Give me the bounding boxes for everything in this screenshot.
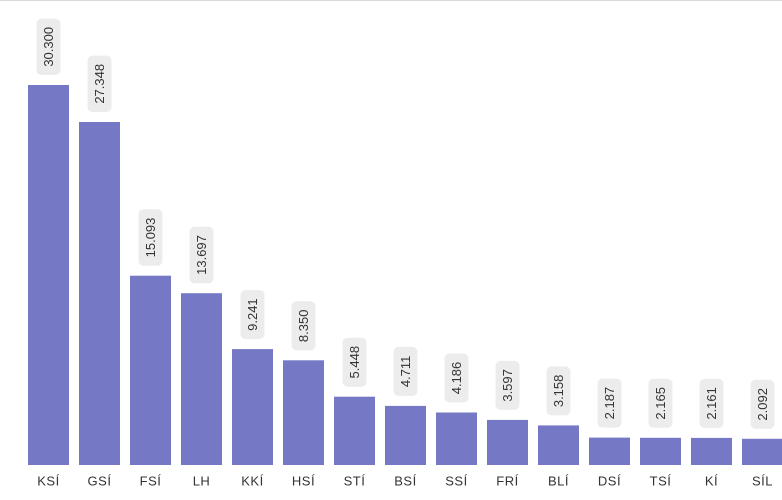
bar-tsí (640, 437, 681, 465)
data-label-background (648, 378, 673, 428)
data-labels-group: 30.300 27.348 15.093 13.697 9.241 8.350 5.448 4… (36, 18, 775, 429)
data-label-background (393, 346, 418, 396)
x-tick-label: KKÍ (241, 474, 263, 489)
data-label: 5.448 (347, 346, 362, 379)
bar-gsí (79, 122, 120, 465)
data-label-background (36, 18, 61, 76)
x-tick-label: TSÍ (650, 474, 672, 489)
data-label-background (444, 353, 469, 403)
data-label: 4.711 (398, 356, 413, 388)
data-label: 2.187 (602, 387, 617, 420)
bar-bsí (385, 405, 426, 465)
data-label: 9.241 (245, 298, 260, 331)
data-label: 2.092 (755, 388, 770, 421)
bar-kkí (232, 349, 273, 465)
bars-group (28, 85, 782, 465)
data-label: 30.300 (41, 27, 56, 67)
data-label-background (189, 226, 214, 284)
data-label-background (138, 209, 163, 266)
data-label: 27.348 (92, 64, 107, 104)
x-tick-label: FRÍ (496, 474, 518, 489)
data-label: 2.161 (704, 387, 719, 420)
x-tick-label: SSÍ (445, 474, 467, 489)
data-label-background (87, 55, 112, 112)
data-label-background (342, 337, 367, 387)
bar-hsí (283, 360, 324, 465)
x-tick-label: DSÍ (598, 474, 621, 489)
bar-kí (691, 437, 732, 465)
data-label: 8.350 (296, 310, 311, 343)
data-label-background (546, 366, 571, 416)
x-tick-label: LH (193, 474, 211, 489)
x-tick-label: GSÍ (88, 474, 112, 489)
data-label: 15.093 (143, 218, 158, 258)
data-label-background (495, 360, 520, 410)
x-tick-label: KSÍ (37, 474, 59, 489)
data-label: 3.597 (500, 369, 515, 402)
bar-ssí (436, 412, 477, 465)
bar-síl (742, 438, 782, 465)
data-label-background (750, 379, 775, 429)
x-tick-label: BSÍ (394, 474, 416, 489)
bar-frí (487, 419, 528, 465)
data-label: 3.158 (551, 375, 566, 408)
data-label-background (291, 301, 316, 351)
x-tick-label: KÍ (705, 474, 718, 489)
bar-dsí (589, 437, 630, 465)
x-tick-label: HSÍ (292, 474, 315, 489)
x-tick-label: FSÍ (140, 474, 162, 489)
bar-stí (334, 396, 375, 465)
data-label-background (699, 378, 724, 428)
data-label: 13.697 (194, 235, 209, 275)
x-tick-label: STÍ (344, 474, 366, 489)
data-label-background (597, 378, 622, 428)
data-label: 4.186 (449, 362, 464, 395)
bar-ksí (28, 85, 69, 465)
x-tick-label: BLÍ (548, 474, 569, 489)
bar-blí (538, 425, 579, 465)
data-label-background (240, 290, 265, 340)
x-tick-label: SÍL (752, 474, 773, 489)
x-axis-tick-labels: KSÍ GSÍ FSÍ LH KKÍ HSÍ STÍ BSÍ SSÍ FRÍ BLÍ DSÍ TSÍ KÍ… (37, 474, 773, 489)
data-label: 2.165 (653, 387, 668, 420)
bar-lh (181, 293, 222, 465)
bar-fsí (130, 275, 171, 465)
